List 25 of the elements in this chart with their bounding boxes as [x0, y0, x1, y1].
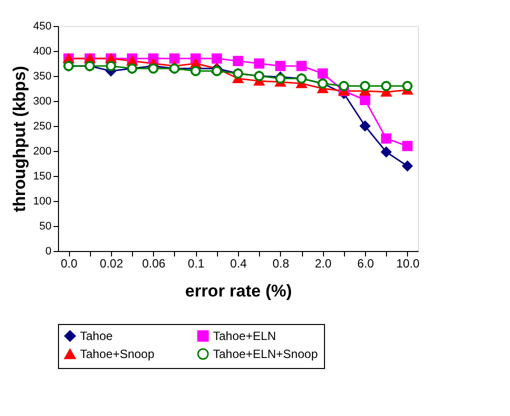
x-tick-label: 0.1: [188, 256, 205, 270]
y-tick-label: 100: [33, 196, 52, 208]
y-tick-label: 0: [45, 246, 52, 258]
legend-label: Tahoe: [80, 329, 114, 343]
y-tick-label: 300: [33, 96, 52, 108]
x-tick-label: 0.06: [142, 256, 166, 270]
y-tick-label: 250: [33, 120, 52, 132]
legend-label: Tahoe+ELN: [213, 329, 276, 343]
y-tick-label: 400: [33, 46, 52, 58]
x-tick-label: 6.0: [357, 256, 374, 270]
y-axis-title: throughput (kbps): [10, 66, 30, 212]
x-tick-label: 0.02: [100, 256, 124, 270]
y-tick-label: 450: [33, 20, 52, 32]
x-tick-label: 2.0: [314, 256, 332, 270]
legend-label: Tahoe+Snoop: [80, 347, 155, 361]
y-tick-label: 200: [33, 146, 52, 158]
x-tick-label: 0.0: [60, 256, 78, 270]
x-tick-label: 0.4: [230, 256, 248, 270]
y-tick-label: 350: [33, 70, 52, 82]
legend-label: Tahoe+ELN+Snoop: [213, 347, 318, 361]
y-tick-label: 50: [39, 220, 52, 232]
x-axis-title: error rate (%): [185, 282, 292, 300]
x-tick-label: 0.8: [272, 256, 290, 270]
x-tick-label: 10.0: [396, 256, 420, 270]
y-tick-label: 150: [33, 170, 52, 182]
